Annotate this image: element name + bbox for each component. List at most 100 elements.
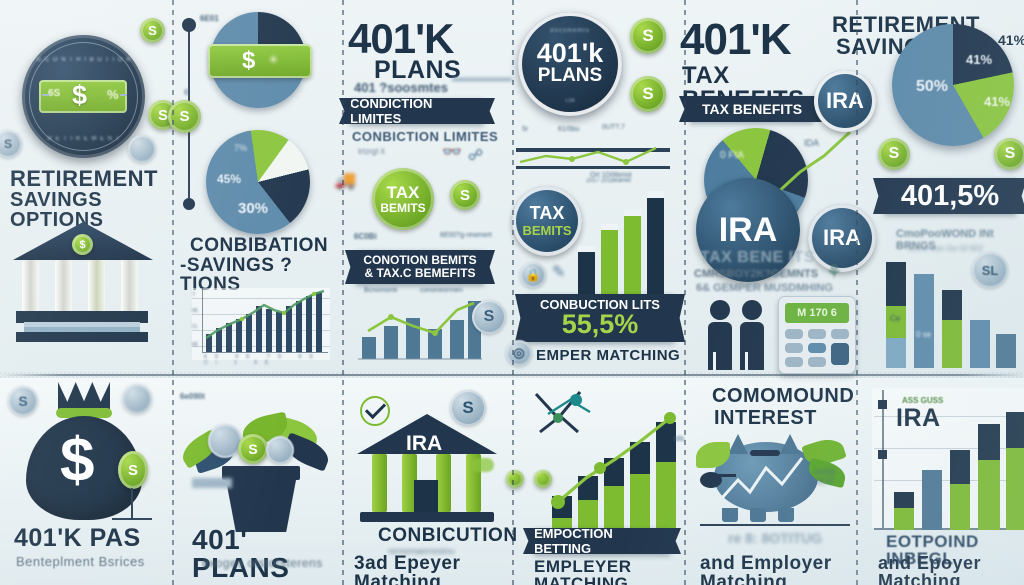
plant-coin-right-icon — [266, 436, 294, 464]
column6-ira-bar-chart — [886, 408, 1024, 530]
column-divider-2 — [342, 0, 344, 585]
plant-coin-left-icon — [208, 424, 242, 458]
bar-label-b: 0 se — [916, 330, 932, 339]
column6-ira-label: IRA — [896, 404, 941, 432]
coin-dollar-icon-3: S — [0, 130, 22, 158]
chart-note-b: cononeormen — [420, 287, 463, 294]
bag-icon-topright — [122, 384, 152, 414]
pie-label-blue: 45% — [217, 172, 242, 186]
growth-caption-line1: EMPOCTION BETTING — [534, 526, 613, 556]
ira-bank-icon: IRA — [354, 408, 500, 526]
tax-dark-line2: BEMITS — [522, 222, 572, 238]
timeline-label-d: Ort 1D0tbmst — [590, 172, 632, 179]
money-bag-title: 401'K PAS — [14, 524, 141, 552]
pie-slice-label-blue: 50% — [916, 78, 949, 95]
column5-title-line1: 401'K — [680, 15, 792, 64]
badge-foot-text: i.ce — [565, 98, 575, 104]
column-1-top: G C O N T R I B U T I O N R E T I R E M … — [0, 0, 178, 372]
column-4-top: docsmemts 401'k PLANS i.ce S S 5r 61/0bu… — [506, 0, 684, 372]
ribbon2-line2: & TAX.C BEMEFITS — [364, 266, 476, 280]
ira-caption-line1: CONBICUTION — [378, 525, 518, 546]
column-divider-5 — [856, 0, 858, 585]
calculator-icon: M 170 6 — [778, 296, 856, 374]
column4-coin-bottom-icon: S — [630, 76, 666, 112]
money-bill-icon — [39, 80, 127, 113]
bars-note: 2017 2018eamet — [586, 178, 632, 184]
ribbon-label: CONDICTION LIMITES — [350, 96, 433, 126]
seal-arc-bottom: R E T I R E M E N T — [47, 136, 121, 142]
bar-label-a: Ce — [890, 314, 901, 323]
column6-bar-chart: Ce 0 se — [880, 258, 1020, 368]
faded-text-line1: TAX BENE ITS — [700, 249, 816, 266]
bag-coin-right-icon: S — [118, 451, 148, 489]
pie-overlay-bill-icon — [208, 44, 312, 78]
column1-title-line1: RETIREMENT — [10, 166, 158, 191]
tax-dark-line1: TAX — [529, 202, 565, 223]
column6-ribbon-sub2: imrmr eon Ge Gf 602 — [908, 244, 984, 253]
badge-line2: PLANS — [537, 65, 603, 86]
column6-sl-coin-icon: SL — [972, 252, 1008, 288]
column-1-bottom: S $ S 401'K PAS Benteplment Bsrices — [0, 378, 172, 585]
tax-circle-line1: TAX — [386, 182, 420, 202]
piggy-caption-faded: re 8: 8OTITUG — [728, 530, 823, 546]
timeline-label-c: 0UT?.7 — [602, 124, 625, 131]
bag-dollar-symbol: $ — [60, 426, 95, 495]
tax-benefits-dark-circle: TAX BEMITS — [512, 186, 582, 256]
tax-benefits-circle: TAX BEMITS — [372, 168, 434, 230]
ira-badge-large: IRA — [814, 70, 876, 132]
column6-pie-chart — [892, 24, 1014, 146]
note-left: 6C0Bi — [354, 232, 377, 241]
column6-caption-line1: EOTPOIND INBEGL — [886, 532, 979, 568]
column-divider-4 — [684, 0, 686, 585]
tax-circle-line2: BEMITS — [380, 200, 426, 215]
column3-title-small: 401 ?soosmtes — [354, 80, 448, 95]
bill-dollar-symbol: $ — [72, 80, 88, 110]
bill-left-text: 6S — [48, 88, 61, 99]
growth-caption-line2: EMPLEYER MATCHING — [534, 557, 632, 585]
column3-coin-icon: S — [450, 180, 480, 210]
check-circle-icon — [360, 396, 390, 426]
pie-label-bottom: 30% — [238, 200, 269, 217]
column4-bar-chart: 2017 2018eamet — [572, 178, 672, 304]
pie-inner-label: 0 FtA — [720, 150, 744, 161]
pie-right-label: IDA — [804, 138, 820, 148]
column3-chart-coin-icon: S — [472, 300, 506, 334]
coin-dollar-icon-4 — [128, 135, 156, 163]
plant-title: 401' PLANS — [192, 524, 290, 583]
column6-ira-note: ASS GUSS — [902, 396, 944, 405]
timeline-label-b: 61/0bu — [558, 126, 580, 133]
coin-dollar-icon-1: S — [140, 18, 165, 43]
plant-coin-center-icon: S — [238, 434, 268, 464]
column3-title-line2: PLANS — [374, 56, 462, 84]
column-4-bottom: ols EMPOCTION BETTING EMPLEYER MATCHING — [506, 378, 684, 585]
two-people-icon — [708, 300, 772, 370]
tax-benefits-ribbon: TAX BENEFITS — [690, 96, 814, 122]
column-6-top: RETIREMENT SAVINGS 41% 50% 41% 41% S S 4… — [832, 0, 1024, 372]
note-right: 6E00?g-rewmert — [440, 232, 492, 239]
piggy-caption: and Employer Matching — [700, 553, 832, 585]
compound-interest-line1: COMOMOUND — [712, 385, 855, 407]
column6-value-ribbon: 401,5% — [884, 178, 1016, 214]
column6-coin-right-icon: S — [994, 138, 1024, 170]
pie-overlay-dollar: $ — [242, 47, 256, 74]
timeline-label-a: 5r — [522, 126, 529, 133]
target-icon: ◎ — [506, 340, 532, 366]
timeline-label-top: 6E01 — [200, 14, 219, 23]
bank-building-icon: $ — [8, 222, 158, 362]
employer-matching-caption: EMPER MATCHING — [536, 347, 681, 364]
column4-growth-chart: ols — [544, 404, 684, 534]
pediment-coin-icon: $ — [72, 234, 93, 255]
seal-arc-top: G C O N T R I B U T I O N — [36, 57, 132, 63]
column-2-top: 6E01 6 $ ✳ S 45% 30% 7% CONBIBATION -SAV… — [168, 0, 342, 372]
ira-badge-medium: IRA — [696, 178, 800, 282]
compound-interest-line2: INTEREST — [714, 407, 817, 429]
column6-ribbon-sub: CmoPooWOND INt BRNGS — [896, 228, 994, 252]
pie-slice-label-navy: 41% — [966, 52, 993, 67]
column-divider-3 — [512, 0, 514, 585]
column-3-top: 401'K PLANS 401 ?soosmtes CONDICTION LIM… — [334, 0, 512, 372]
ribbon-value-text: 401,5% — [900, 179, 1000, 212]
ira-label: IRA — [406, 432, 443, 455]
chart-note-a: Bcnomonti — [364, 287, 398, 294]
plant-tag-text: 6e090t — [180, 392, 205, 401]
contribution-benefits-ribbon: CONOTION BEMITS & TAX.C BEMEFITS — [356, 250, 484, 284]
